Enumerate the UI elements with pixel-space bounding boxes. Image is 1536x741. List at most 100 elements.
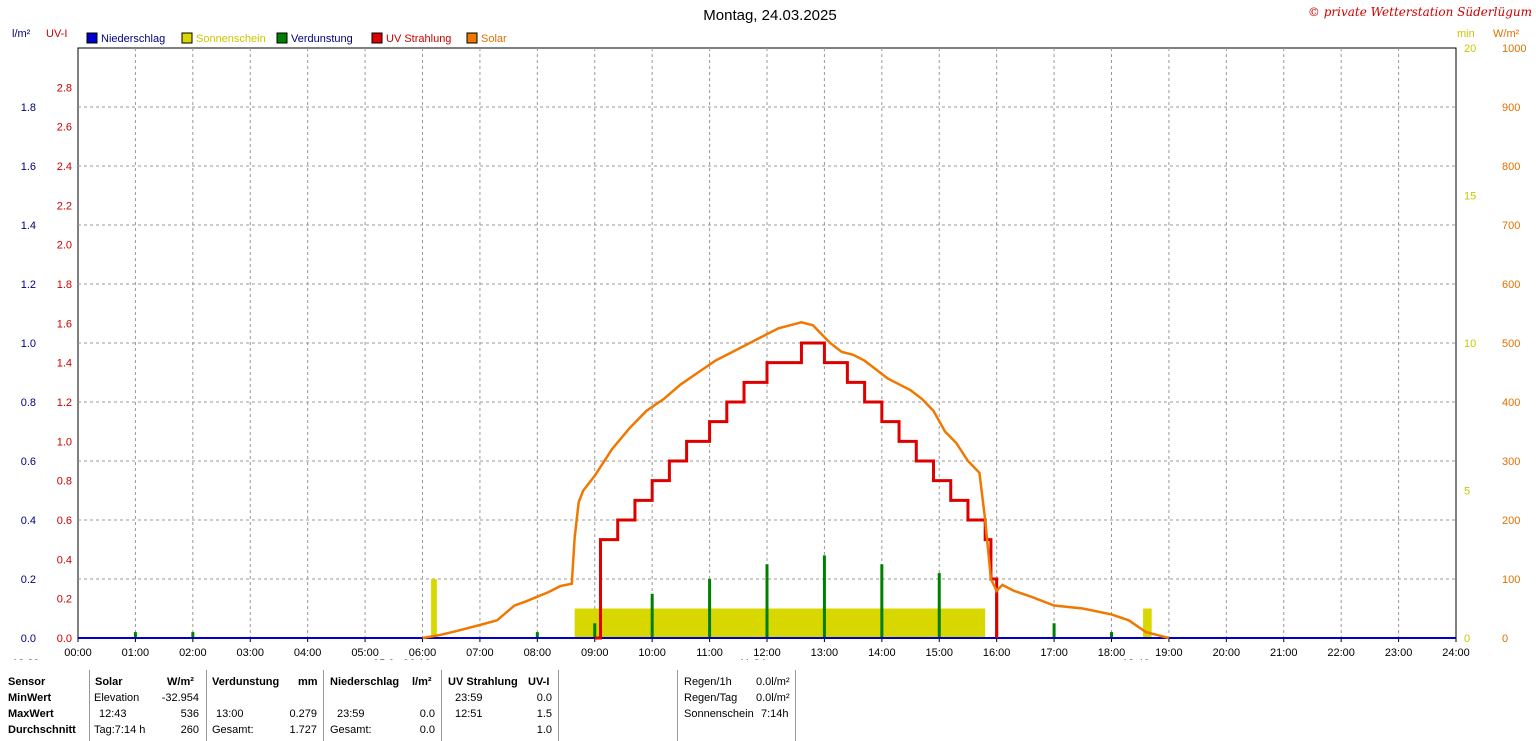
stats-evap-unit: mm <box>298 676 318 688</box>
stats-rain-max-time: 23:59 <box>337 708 365 720</box>
stats-rain-1h-label: Regen/1h <box>684 676 732 688</box>
solar-tick-label: 1000 <box>1502 43 1526 55</box>
x-tick-label: 05:00 <box>351 647 379 659</box>
stats-rain-unit: l/m² <box>412 676 432 688</box>
x-tick-label: 23:00 <box>1385 647 1413 659</box>
rain-tick-label: 0.4 <box>21 515 36 527</box>
solar-tick-label: 700 <box>1502 220 1520 232</box>
uv-line <box>594 341 999 640</box>
sunshine-bar <box>431 579 437 638</box>
uv-tick-label: 2.8 <box>57 82 72 94</box>
uv-unit-label: UV-I <box>46 28 67 40</box>
rain-tick-label: 0.6 <box>21 456 36 468</box>
stats-rain-header: Niederschlag <box>330 676 400 688</box>
legend-label: Niederschlag <box>101 33 165 45</box>
x-tick-label: 04:00 <box>294 647 322 659</box>
rain-tick-label: 0.0 <box>21 633 36 645</box>
legend-label: UV Strahlung <box>386 33 451 45</box>
minutes-tick-label: 10 <box>1464 338 1476 350</box>
stats-solar-avg-value: 260 <box>180 724 199 736</box>
x-tick-label: 12:00 <box>753 647 781 659</box>
legend-label: Solar <box>481 33 507 45</box>
stats-rain-1h-value: 0.0l/m² <box>756 676 790 688</box>
minutes-tick-label: 15 <box>1464 191 1476 203</box>
chart-series <box>78 321 1456 640</box>
legend-swatch <box>276 32 288 44</box>
stats-solar-max-value: 536 <box>180 708 199 720</box>
time-annotation: 11:24 <box>739 658 766 660</box>
stats-evap-max-time: 13:00 <box>216 708 244 720</box>
stats-uv-min-value: 0.0 <box>536 692 552 704</box>
chart-legend: Niederschlag Sonnenschein Verdunstung UV St… <box>86 32 507 45</box>
uv-tick-label: 1.6 <box>57 318 72 330</box>
evaporation-bar <box>822 555 826 638</box>
time-annotation: 05:0 <box>373 658 394 660</box>
uv-tick-label: 0.6 <box>57 515 72 527</box>
stats-rain-day-label: Regen/Tag <box>684 692 738 704</box>
stats-uv-max-time: 12:51 <box>455 708 483 720</box>
stats-min-label: MinWert <box>8 692 52 704</box>
rain-tick-label: 1.2 <box>21 279 36 291</box>
uv-tick-label: 2.2 <box>57 200 72 212</box>
x-tick-label: 20:00 <box>1213 647 1241 659</box>
solar-tick-label: 200 <box>1502 515 1520 527</box>
legend-swatch <box>181 32 193 44</box>
minutes-tick-label: 5 <box>1464 486 1470 498</box>
evaporation-bar <box>535 632 539 638</box>
uv-tick-label: 1.4 <box>57 358 72 370</box>
chart-grid <box>77 47 1457 639</box>
solar-tick-label: 900 <box>1502 102 1520 114</box>
legend-swatch <box>86 32 98 44</box>
minutes-tick-label: 20 <box>1464 43 1476 55</box>
evaporation-bar <box>650 593 654 638</box>
stats-evap-total-label: Gesamt: <box>212 724 254 736</box>
minutes-unit-label: min <box>1457 28 1475 40</box>
time-annotation: 12:29 <box>12 658 40 660</box>
x-tick-label: 09:00 <box>581 647 609 659</box>
x-tick-label: 08:00 <box>524 647 552 659</box>
stats-sunshine-label: Sonnenschein <box>684 708 754 720</box>
evaporation-bar <box>880 564 884 638</box>
x-tick-label: 22:00 <box>1327 647 1355 659</box>
evaporation-bar <box>1052 623 1056 638</box>
x-tick-label: 06:00 <box>409 647 437 659</box>
uv-tick-label: 2.6 <box>57 122 72 134</box>
stats-max-label: MaxWert <box>8 708 54 720</box>
evaporation-bar <box>133 632 137 638</box>
rain-tick-label: 1.6 <box>21 161 36 173</box>
stats-rain-max-value: 0.0 <box>419 708 435 720</box>
x-tick-label: 01:00 <box>122 647 150 659</box>
uv-tick-label: 0.8 <box>57 476 72 488</box>
time-annotation: 18:46 <box>1122 658 1150 660</box>
x-tick-label: 07:00 <box>466 647 494 659</box>
stats-solar-min-time: Elevation <box>94 692 140 704</box>
x-tick-label: 18:00 <box>1098 647 1126 659</box>
solar-tick-label: 400 <box>1502 397 1520 409</box>
stats-evap-header: Verdunstung <box>212 676 280 688</box>
legend-swatch <box>466 32 478 44</box>
sunshine-bar <box>574 608 986 638</box>
stats-uv-avg-value: 1.0 <box>536 724 552 736</box>
rain-tick-label: 1.8 <box>21 102 36 114</box>
stats-solar-max-time: 12:43 <box>99 708 127 720</box>
uv-tick-label: 0.2 <box>57 594 72 606</box>
rain-tick-label: 1.0 <box>21 338 36 350</box>
solar-unit-label: W/m² <box>1493 28 1520 40</box>
x-tick-label: 16:00 <box>983 647 1011 659</box>
legend-swatch <box>371 32 383 44</box>
x-tick-label: 15:00 <box>925 647 953 659</box>
stats-uv-unit: UV-I <box>528 676 550 688</box>
chart-title: Montag, 24.03.2025 <box>703 7 836 24</box>
stats-solar-min-value: -32.954 <box>161 692 199 704</box>
rain-unit-label: l/m² <box>12 28 31 40</box>
solar-line <box>422 321 1170 640</box>
evaporation-bar <box>1110 632 1113 638</box>
stats-sensor-header: Sensor <box>8 676 46 688</box>
uv-tick-label: 0.0 <box>57 633 72 645</box>
evaporation-bar <box>765 564 769 638</box>
legend-label: Verdunstung <box>291 33 353 45</box>
stats-solar-unit: W/m² <box>167 676 194 688</box>
sunshine-bar <box>1143 608 1152 638</box>
evaporation-bar <box>593 623 597 638</box>
stats-rain-total-value: 0.0 <box>419 724 435 736</box>
